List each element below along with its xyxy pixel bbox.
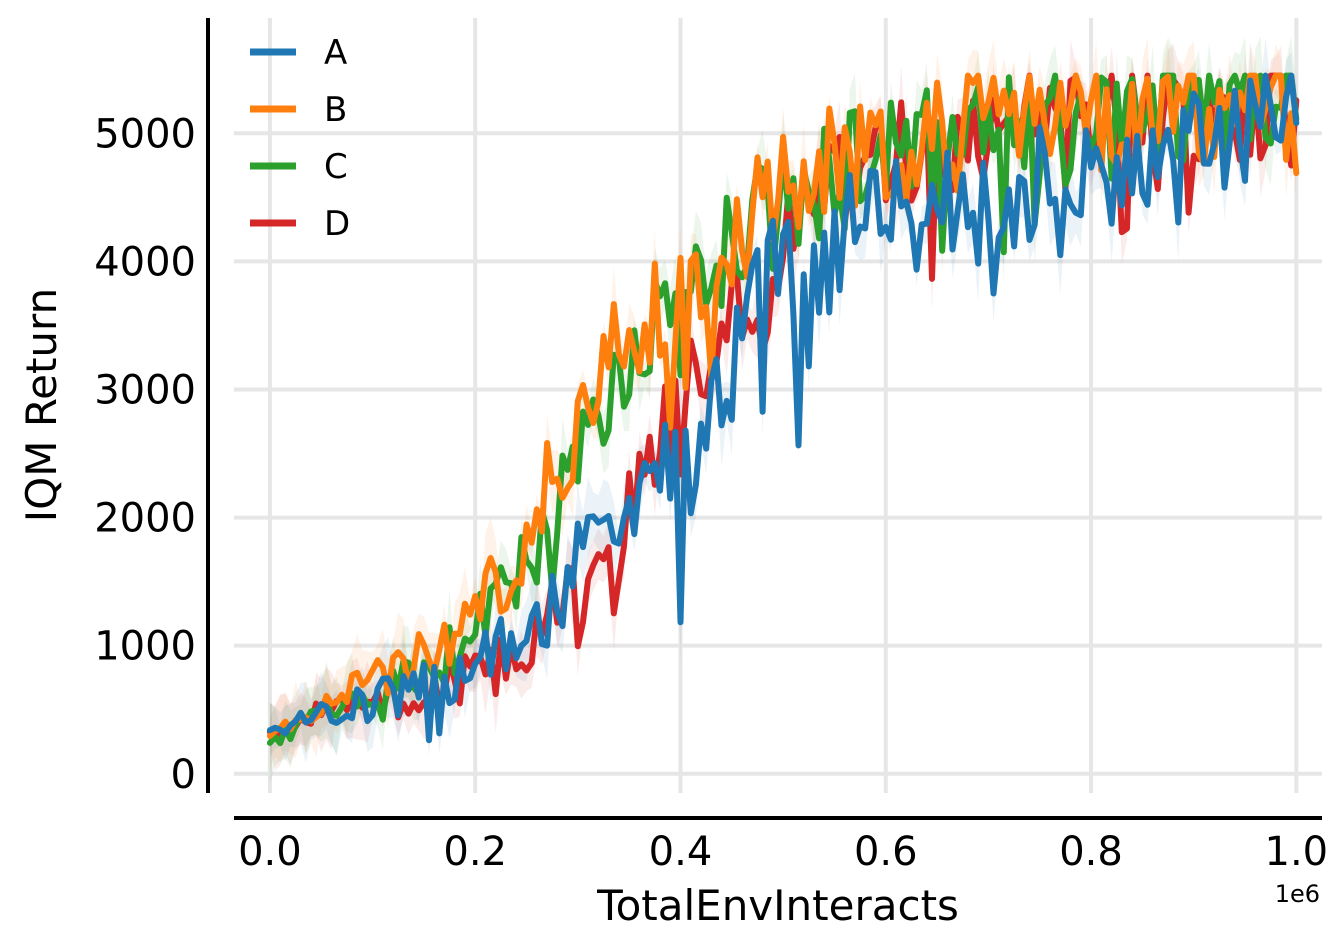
y-tick-label: 2000 xyxy=(94,496,196,542)
x-tick-label: 1.0 xyxy=(1265,829,1329,875)
x-offset-label: 1e6 xyxy=(1275,880,1320,908)
x-tick-label: 0.6 xyxy=(854,829,918,875)
x-tick-label: 0.0 xyxy=(238,829,302,875)
x-tick-label: 0.4 xyxy=(649,829,713,875)
x-tick-labels: 0.0 0.2 0.4 0.6 0.8 1.0 xyxy=(238,829,1328,875)
legend-label-A: A xyxy=(324,33,347,73)
y-tick-label: 3000 xyxy=(94,367,196,413)
y-tick-label: 5000 xyxy=(94,111,196,157)
y-axis-title: IQM Return xyxy=(17,288,66,522)
legend-label-B: B xyxy=(324,90,347,130)
legend-label-D: D xyxy=(324,204,350,244)
x-axis-title: TotalEnvInteracts xyxy=(596,881,959,930)
series-lines xyxy=(266,72,1300,747)
y-tick-label: 1000 xyxy=(94,624,196,670)
legend-label-C: C xyxy=(324,147,348,187)
y-tick-labels: 0 1000 2000 3000 4000 5000 xyxy=(94,111,196,797)
y-tick-label: 4000 xyxy=(94,239,196,285)
series-line-A xyxy=(266,72,1300,744)
x-tick-label: 0.2 xyxy=(443,829,507,875)
x-tick-label: 0.8 xyxy=(1059,829,1123,875)
series-band-A xyxy=(269,37,1297,764)
y-tick-label: 0 xyxy=(171,752,196,798)
